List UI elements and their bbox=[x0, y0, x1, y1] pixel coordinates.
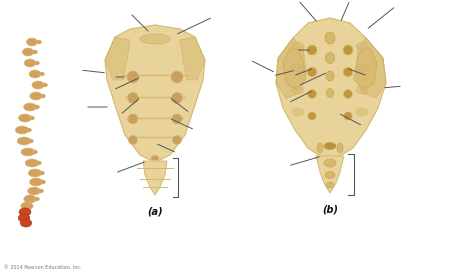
Ellipse shape bbox=[40, 180, 46, 184]
Circle shape bbox=[308, 112, 316, 120]
Polygon shape bbox=[180, 37, 205, 80]
Ellipse shape bbox=[292, 42, 304, 50]
Ellipse shape bbox=[20, 219, 32, 227]
Ellipse shape bbox=[18, 214, 30, 222]
Ellipse shape bbox=[27, 128, 31, 132]
Ellipse shape bbox=[28, 139, 34, 143]
Ellipse shape bbox=[337, 143, 343, 153]
Ellipse shape bbox=[24, 103, 36, 111]
Polygon shape bbox=[356, 38, 386, 98]
Polygon shape bbox=[283, 48, 306, 90]
Ellipse shape bbox=[40, 94, 46, 98]
Ellipse shape bbox=[19, 208, 31, 216]
Polygon shape bbox=[316, 156, 344, 193]
Ellipse shape bbox=[324, 142, 336, 150]
Ellipse shape bbox=[356, 86, 368, 94]
Circle shape bbox=[172, 114, 182, 124]
Ellipse shape bbox=[33, 150, 37, 154]
Ellipse shape bbox=[324, 159, 336, 167]
Circle shape bbox=[308, 90, 317, 98]
Circle shape bbox=[344, 90, 352, 98]
Ellipse shape bbox=[28, 169, 42, 177]
Ellipse shape bbox=[35, 197, 39, 201]
Ellipse shape bbox=[24, 195, 36, 203]
Ellipse shape bbox=[24, 59, 36, 67]
Ellipse shape bbox=[29, 70, 41, 78]
Ellipse shape bbox=[292, 64, 304, 72]
Text: (a): (a) bbox=[147, 207, 163, 217]
Ellipse shape bbox=[292, 108, 304, 116]
Ellipse shape bbox=[326, 71, 334, 81]
Ellipse shape bbox=[29, 178, 43, 186]
Ellipse shape bbox=[325, 32, 335, 44]
Circle shape bbox=[307, 67, 317, 77]
Circle shape bbox=[344, 112, 352, 120]
Ellipse shape bbox=[39, 171, 45, 175]
Ellipse shape bbox=[29, 116, 35, 120]
Circle shape bbox=[343, 67, 353, 77]
Ellipse shape bbox=[151, 156, 159, 161]
Ellipse shape bbox=[35, 105, 39, 109]
Ellipse shape bbox=[140, 34, 170, 44]
Ellipse shape bbox=[27, 187, 40, 195]
Ellipse shape bbox=[35, 61, 39, 65]
Ellipse shape bbox=[292, 86, 304, 94]
Ellipse shape bbox=[43, 83, 47, 87]
Ellipse shape bbox=[33, 50, 37, 54]
Circle shape bbox=[128, 136, 137, 144]
Polygon shape bbox=[105, 25, 205, 160]
Ellipse shape bbox=[36, 161, 42, 165]
Circle shape bbox=[172, 93, 182, 104]
Ellipse shape bbox=[326, 182, 334, 188]
Ellipse shape bbox=[356, 108, 368, 116]
Ellipse shape bbox=[27, 38, 37, 46]
Circle shape bbox=[343, 45, 353, 55]
Ellipse shape bbox=[36, 40, 42, 44]
Text: © 2014 Pearson Education, Inc.: © 2014 Pearson Education, Inc. bbox=[4, 265, 82, 270]
Circle shape bbox=[128, 93, 138, 104]
Ellipse shape bbox=[356, 64, 368, 72]
Ellipse shape bbox=[32, 81, 44, 89]
Ellipse shape bbox=[25, 159, 39, 167]
Ellipse shape bbox=[38, 189, 44, 193]
Ellipse shape bbox=[30, 92, 42, 100]
Ellipse shape bbox=[17, 137, 31, 145]
Ellipse shape bbox=[15, 126, 29, 134]
Polygon shape bbox=[143, 161, 167, 195]
Ellipse shape bbox=[325, 172, 335, 178]
Circle shape bbox=[173, 136, 182, 144]
Circle shape bbox=[307, 45, 317, 55]
Text: (b): (b) bbox=[322, 205, 338, 215]
Circle shape bbox=[128, 114, 138, 124]
Ellipse shape bbox=[21, 202, 33, 210]
Ellipse shape bbox=[327, 89, 334, 98]
Ellipse shape bbox=[326, 53, 335, 64]
Circle shape bbox=[127, 71, 139, 83]
Ellipse shape bbox=[18, 114, 32, 122]
Ellipse shape bbox=[21, 148, 35, 156]
Polygon shape bbox=[276, 38, 306, 98]
Polygon shape bbox=[276, 18, 386, 158]
Circle shape bbox=[171, 71, 183, 83]
Ellipse shape bbox=[356, 42, 368, 50]
Ellipse shape bbox=[317, 143, 323, 153]
Polygon shape bbox=[105, 37, 130, 80]
Polygon shape bbox=[354, 48, 377, 90]
Ellipse shape bbox=[39, 72, 45, 76]
Ellipse shape bbox=[22, 48, 34, 56]
